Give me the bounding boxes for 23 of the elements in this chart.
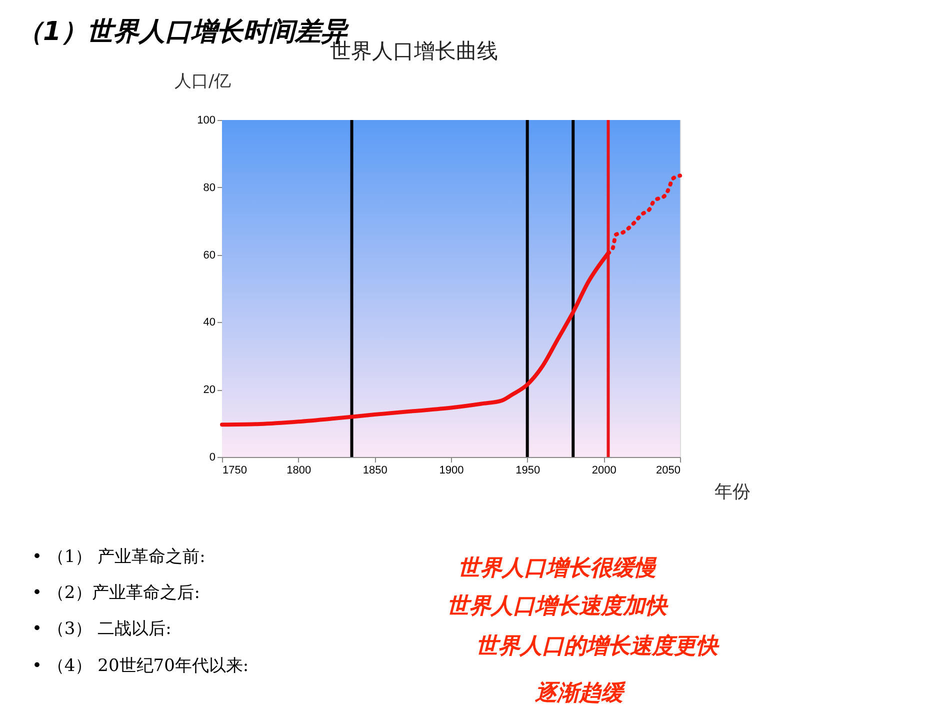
text: • （4） 20世纪70年代以来: — [32, 656, 249, 676]
text: 世界人口增长速度加快 — [447, 593, 669, 619]
y-axis-title: 人口/亿 — [174, 72, 232, 92]
x-tick-label: 1800 — [286, 464, 312, 476]
x-tick-label: 2050 — [656, 464, 680, 476]
text: • （2）产业革命之后: — [32, 583, 200, 603]
x-tick-label: 1950 — [516, 464, 540, 476]
y-tick-label: 60 — [203, 249, 216, 262]
y-tick-label: 20 — [203, 384, 216, 396]
x-tick-label: 1850 — [362, 464, 388, 476]
text: • （3） 二战以后: — [32, 619, 172, 639]
x-tick-label: 1900 — [439, 464, 464, 476]
y-tick-label: 40 — [203, 316, 216, 329]
text: 世界人口的增长速度更快 — [476, 633, 720, 659]
y-tick-label: 100 — [197, 114, 216, 126]
text: 世界人口增长很缓慢 — [458, 556, 657, 581]
text: 逐渐趋缓 — [534, 681, 626, 706]
text: • （1） 产业革命之前: — [32, 547, 206, 567]
x-axis-title: 年份 — [714, 482, 750, 502]
y-tick-label: 0 — [209, 452, 216, 464]
x-tick-label: 2000 — [592, 464, 616, 476]
x-tick-label: 1750 — [222, 464, 247, 476]
y-tick-label: 80 — [203, 182, 216, 194]
